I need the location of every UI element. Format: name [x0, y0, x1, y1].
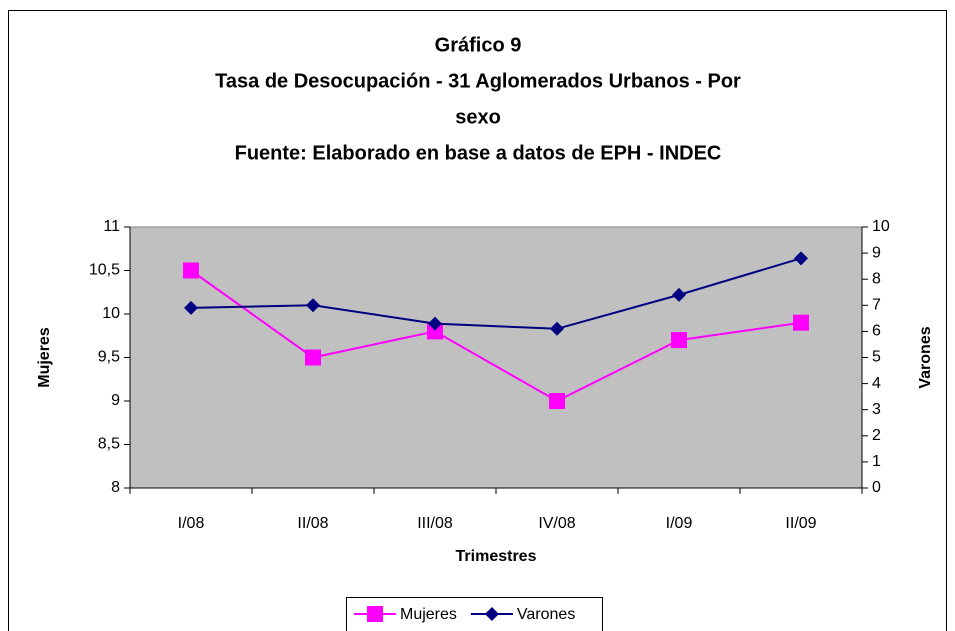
- y2-tick-label: 5: [872, 349, 881, 366]
- data-point: [306, 298, 320, 313]
- legend-label: Mujeres: [400, 606, 457, 623]
- y-tick-label: 9,5: [98, 349, 120, 366]
- x-tick-label: II/09: [785, 515, 816, 532]
- y-tick-label: 10: [102, 305, 120, 322]
- chart-title: Gráfico 9: [435, 34, 522, 56]
- x-tick-label: III/08: [417, 515, 453, 532]
- data-point: [428, 316, 442, 331]
- data-point: [672, 287, 686, 302]
- y2-tick-label: 10: [872, 218, 890, 235]
- y-tick-label: 8,5: [98, 436, 120, 453]
- y2-tick-label: 0: [872, 479, 881, 496]
- y-tick-label: 9: [111, 392, 120, 409]
- data-point: [305, 349, 321, 366]
- y2-tick-label: 6: [872, 323, 881, 340]
- data-point: [793, 314, 809, 331]
- legend-marker: [367, 606, 383, 622]
- plot-area: [129, 226, 863, 489]
- x-tick-label: IV/08: [538, 515, 575, 532]
- data-point: [794, 251, 808, 266]
- data-point: [550, 321, 564, 336]
- chart-title: Tasa de Desocupación - 31 Aglomerados Ur…: [215, 70, 741, 92]
- x-axis-label: Trimestres: [456, 548, 537, 565]
- legend-marker: [484, 607, 499, 621]
- data-point: [183, 262, 199, 279]
- y2-tick-label: 1: [872, 453, 881, 470]
- chart-title: sexo: [455, 106, 501, 128]
- data-point: [549, 393, 565, 409]
- x-tick-label: I/08: [178, 515, 205, 532]
- data-point: [671, 332, 687, 349]
- chart-title: Fuente: Elaborado en base a datos de EPH…: [235, 142, 722, 164]
- y2-tick-label: 3: [872, 401, 881, 418]
- y-tick-label: 8: [111, 479, 120, 496]
- y-tick-label: 10,5: [89, 262, 120, 279]
- y-axis-label: Mujeres: [36, 327, 53, 388]
- y2-tick-label: 9: [872, 244, 881, 261]
- series-line: [190, 269, 802, 403]
- legend-label: Varones: [517, 606, 575, 623]
- x-tick-label: II/08: [297, 515, 328, 532]
- y2-tick-label: 2: [872, 427, 881, 444]
- y2-tick-label: 7: [872, 297, 881, 314]
- x-tick-label: I/09: [666, 515, 693, 532]
- y2-axis-label: Varones: [917, 326, 934, 388]
- y2-tick-label: 4: [872, 375, 881, 392]
- series-line: [190, 257, 802, 330]
- y2-tick-label: 8: [872, 270, 881, 287]
- data-point: [427, 323, 443, 340]
- y-tick-label: 11: [103, 218, 120, 235]
- chart-border: [8, 10, 947, 631]
- data-point: [184, 300, 198, 315]
